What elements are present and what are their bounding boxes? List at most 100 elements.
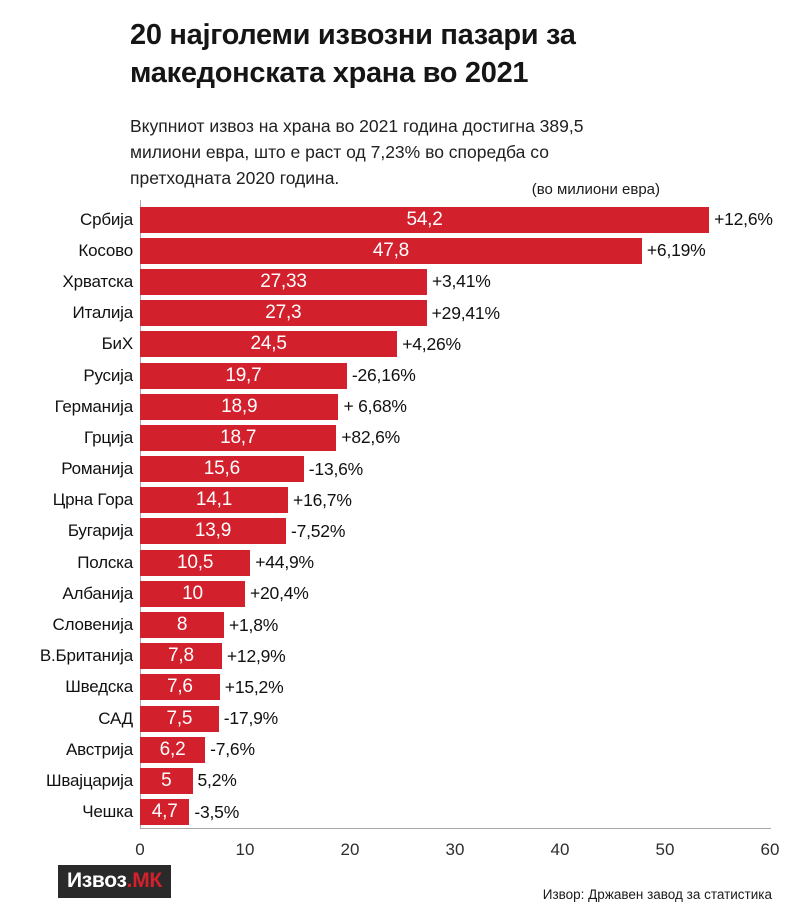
chart-row: Италија 27,3 +29,41% bbox=[0, 298, 800, 329]
x-axis-tick-label: 50 bbox=[655, 840, 675, 859]
chart-row: БиХ 24,5 +4,26% bbox=[0, 329, 800, 360]
bar-value-label: 10 bbox=[182, 582, 203, 604]
bar: 8 bbox=[140, 612, 224, 639]
change-percent-label: -26,16% bbox=[351, 365, 416, 386]
change-percent-label: +29,41% bbox=[431, 302, 500, 323]
bar-value-label: 27,3 bbox=[265, 302, 302, 324]
category-label: Русија bbox=[83, 365, 133, 385]
bar-value-label: 18,7 bbox=[220, 426, 257, 448]
bar: 19,7 bbox=[140, 362, 347, 389]
chart-row: Полска 10,5 +44,9% bbox=[0, 547, 800, 578]
logo-accent-text: .МК bbox=[126, 869, 163, 892]
change-percent-label: +1,8% bbox=[229, 614, 279, 635]
change-percent-label: +6,19% bbox=[646, 240, 706, 261]
category-label: БиХ bbox=[101, 334, 134, 354]
chart-row: Русија 19,7 -26,16% bbox=[0, 360, 800, 391]
bar-value-label: 6,2 bbox=[159, 738, 186, 760]
category-label: Романија bbox=[61, 459, 133, 479]
change-percent-label: -13,6% bbox=[308, 458, 364, 479]
bar: 27,33 bbox=[140, 268, 427, 295]
bar-value-label: 14,1 bbox=[195, 489, 233, 511]
change-percent-label: +15,2% bbox=[224, 676, 284, 697]
category-label: Полска bbox=[77, 552, 133, 572]
bar: 6,2 bbox=[140, 736, 206, 763]
category-label: Германија bbox=[54, 396, 134, 416]
source-attribution: Извор: Државен завод за статистика bbox=[542, 887, 772, 902]
bar-value-label: 10,5 bbox=[177, 551, 214, 573]
change-percent-label: +44,9% bbox=[255, 552, 314, 573]
category-label: Словенија bbox=[52, 615, 134, 635]
bar-value-label: 5 bbox=[161, 769, 172, 791]
bar-value-label: 19,7 bbox=[225, 364, 262, 386]
bar: 10 bbox=[140, 580, 245, 607]
bar: 54,2 bbox=[140, 206, 710, 233]
bar-value-label: 47,8 bbox=[372, 239, 410, 261]
bar-value-label: 13,9 bbox=[194, 520, 232, 542]
chart-subtitle: Вкупниот извоз на храна во 2021 година д… bbox=[130, 113, 583, 191]
bar-value-label: 7,6 bbox=[166, 676, 193, 698]
x-axis-tick-label: 20 bbox=[340, 840, 360, 859]
logo-primary-text: Извоз bbox=[67, 869, 127, 892]
subtitle-line-2: милиони евра, што е раст од 7,23% во спо… bbox=[130, 142, 549, 162]
chart-row: Чешка 4,7 -3,5% bbox=[0, 797, 800, 828]
x-axis-tick-label: 10 bbox=[235, 840, 255, 859]
category-label: Австрија bbox=[65, 739, 133, 759]
bar: 7,6 bbox=[140, 674, 220, 701]
chart-row: Хрватска 27,33 +3,41% bbox=[0, 266, 800, 297]
x-axis-tick-label: 30 bbox=[445, 840, 465, 859]
category-label: В.Британија bbox=[39, 646, 133, 666]
chart-row: В.Британија 7,8 +12,9% bbox=[0, 641, 800, 672]
bar-value-label: 27,33 bbox=[260, 270, 307, 292]
category-label: Грција bbox=[84, 427, 133, 447]
category-label: Шведска bbox=[65, 677, 133, 697]
category-label: Хрватска bbox=[62, 271, 134, 291]
bar-chart: Србија 54,2 +12,6% Косово 47,8 +6,19% Хрватска… bbox=[0, 200, 800, 864]
bar: 24,5 bbox=[140, 331, 398, 358]
page-title-line-1: 20 најголеми извозни пазари за bbox=[130, 19, 576, 51]
bar-value-label: 24,5 bbox=[250, 333, 287, 355]
change-percent-label: -17,9% bbox=[223, 708, 278, 729]
chart-row: Словенија 8 +1,8% bbox=[0, 609, 800, 640]
bar-value-label: 54,2 bbox=[406, 208, 443, 230]
chart-row: Србија 54,2 +12,6% bbox=[0, 204, 800, 235]
category-label: САД bbox=[98, 708, 133, 728]
change-percent-label: +82,6% bbox=[341, 427, 400, 448]
chart-rows: Србија 54,2 +12,6% Косово 47,8 +6,19% Хрватска… bbox=[0, 204, 800, 828]
izvoz-mk-logo: Извоз.МК bbox=[58, 865, 171, 898]
bar-value-label: 4,7 bbox=[151, 801, 178, 823]
change-percent-label: + 6,68% bbox=[343, 396, 407, 417]
bar-value-label: 8 bbox=[176, 614, 188, 636]
subtitle-line-3: претходната 2020 година. bbox=[130, 168, 340, 188]
category-label: Србија bbox=[80, 209, 133, 229]
page-title: 20 најголеми извозни пазари за македонск… bbox=[130, 16, 576, 92]
bar-value-label: 18,9 bbox=[221, 395, 258, 417]
bar: 18,7 bbox=[140, 424, 337, 451]
bar: 4,7 bbox=[140, 799, 190, 826]
category-label: Чешка bbox=[82, 802, 133, 822]
x-axis-tick-label: 40 bbox=[550, 840, 570, 859]
bar: 47,8 bbox=[140, 237, 642, 264]
chart-row: Швајцарија 5 5,2% bbox=[0, 765, 800, 796]
page-title-line-2: македонската храна во 2021 bbox=[130, 57, 529, 89]
change-percent-label: +4,26% bbox=[402, 333, 461, 354]
change-percent-label: +20,4% bbox=[250, 583, 309, 604]
category-label: Албанија bbox=[62, 583, 133, 603]
chart-row: Бугарија 13,9 -7,52% bbox=[0, 516, 800, 547]
bar-value-label: 15,6 bbox=[203, 458, 240, 480]
bar: 15,6 bbox=[140, 456, 304, 483]
change-percent-label: -7,6% bbox=[210, 739, 255, 760]
bar: 7,8 bbox=[140, 643, 222, 670]
x-axis-line bbox=[140, 828, 771, 829]
change-percent-label: +12,9% bbox=[226, 645, 286, 666]
bar: 18,9 bbox=[140, 393, 339, 420]
category-label: Косово bbox=[78, 240, 133, 260]
chart-row: Црна Гора 14,1 +16,7% bbox=[0, 485, 800, 516]
bar-value-label: 7,8 bbox=[168, 645, 194, 667]
category-label: Швајцарија bbox=[45, 770, 133, 790]
category-label: Бугарија bbox=[67, 521, 133, 541]
change-percent-label: +3,41% bbox=[431, 271, 491, 292]
category-label: Црна Гора bbox=[52, 490, 133, 510]
bar: 27,3 bbox=[140, 300, 427, 327]
change-percent-label: 5,2% bbox=[197, 770, 237, 791]
y-axis-line bbox=[140, 200, 141, 828]
